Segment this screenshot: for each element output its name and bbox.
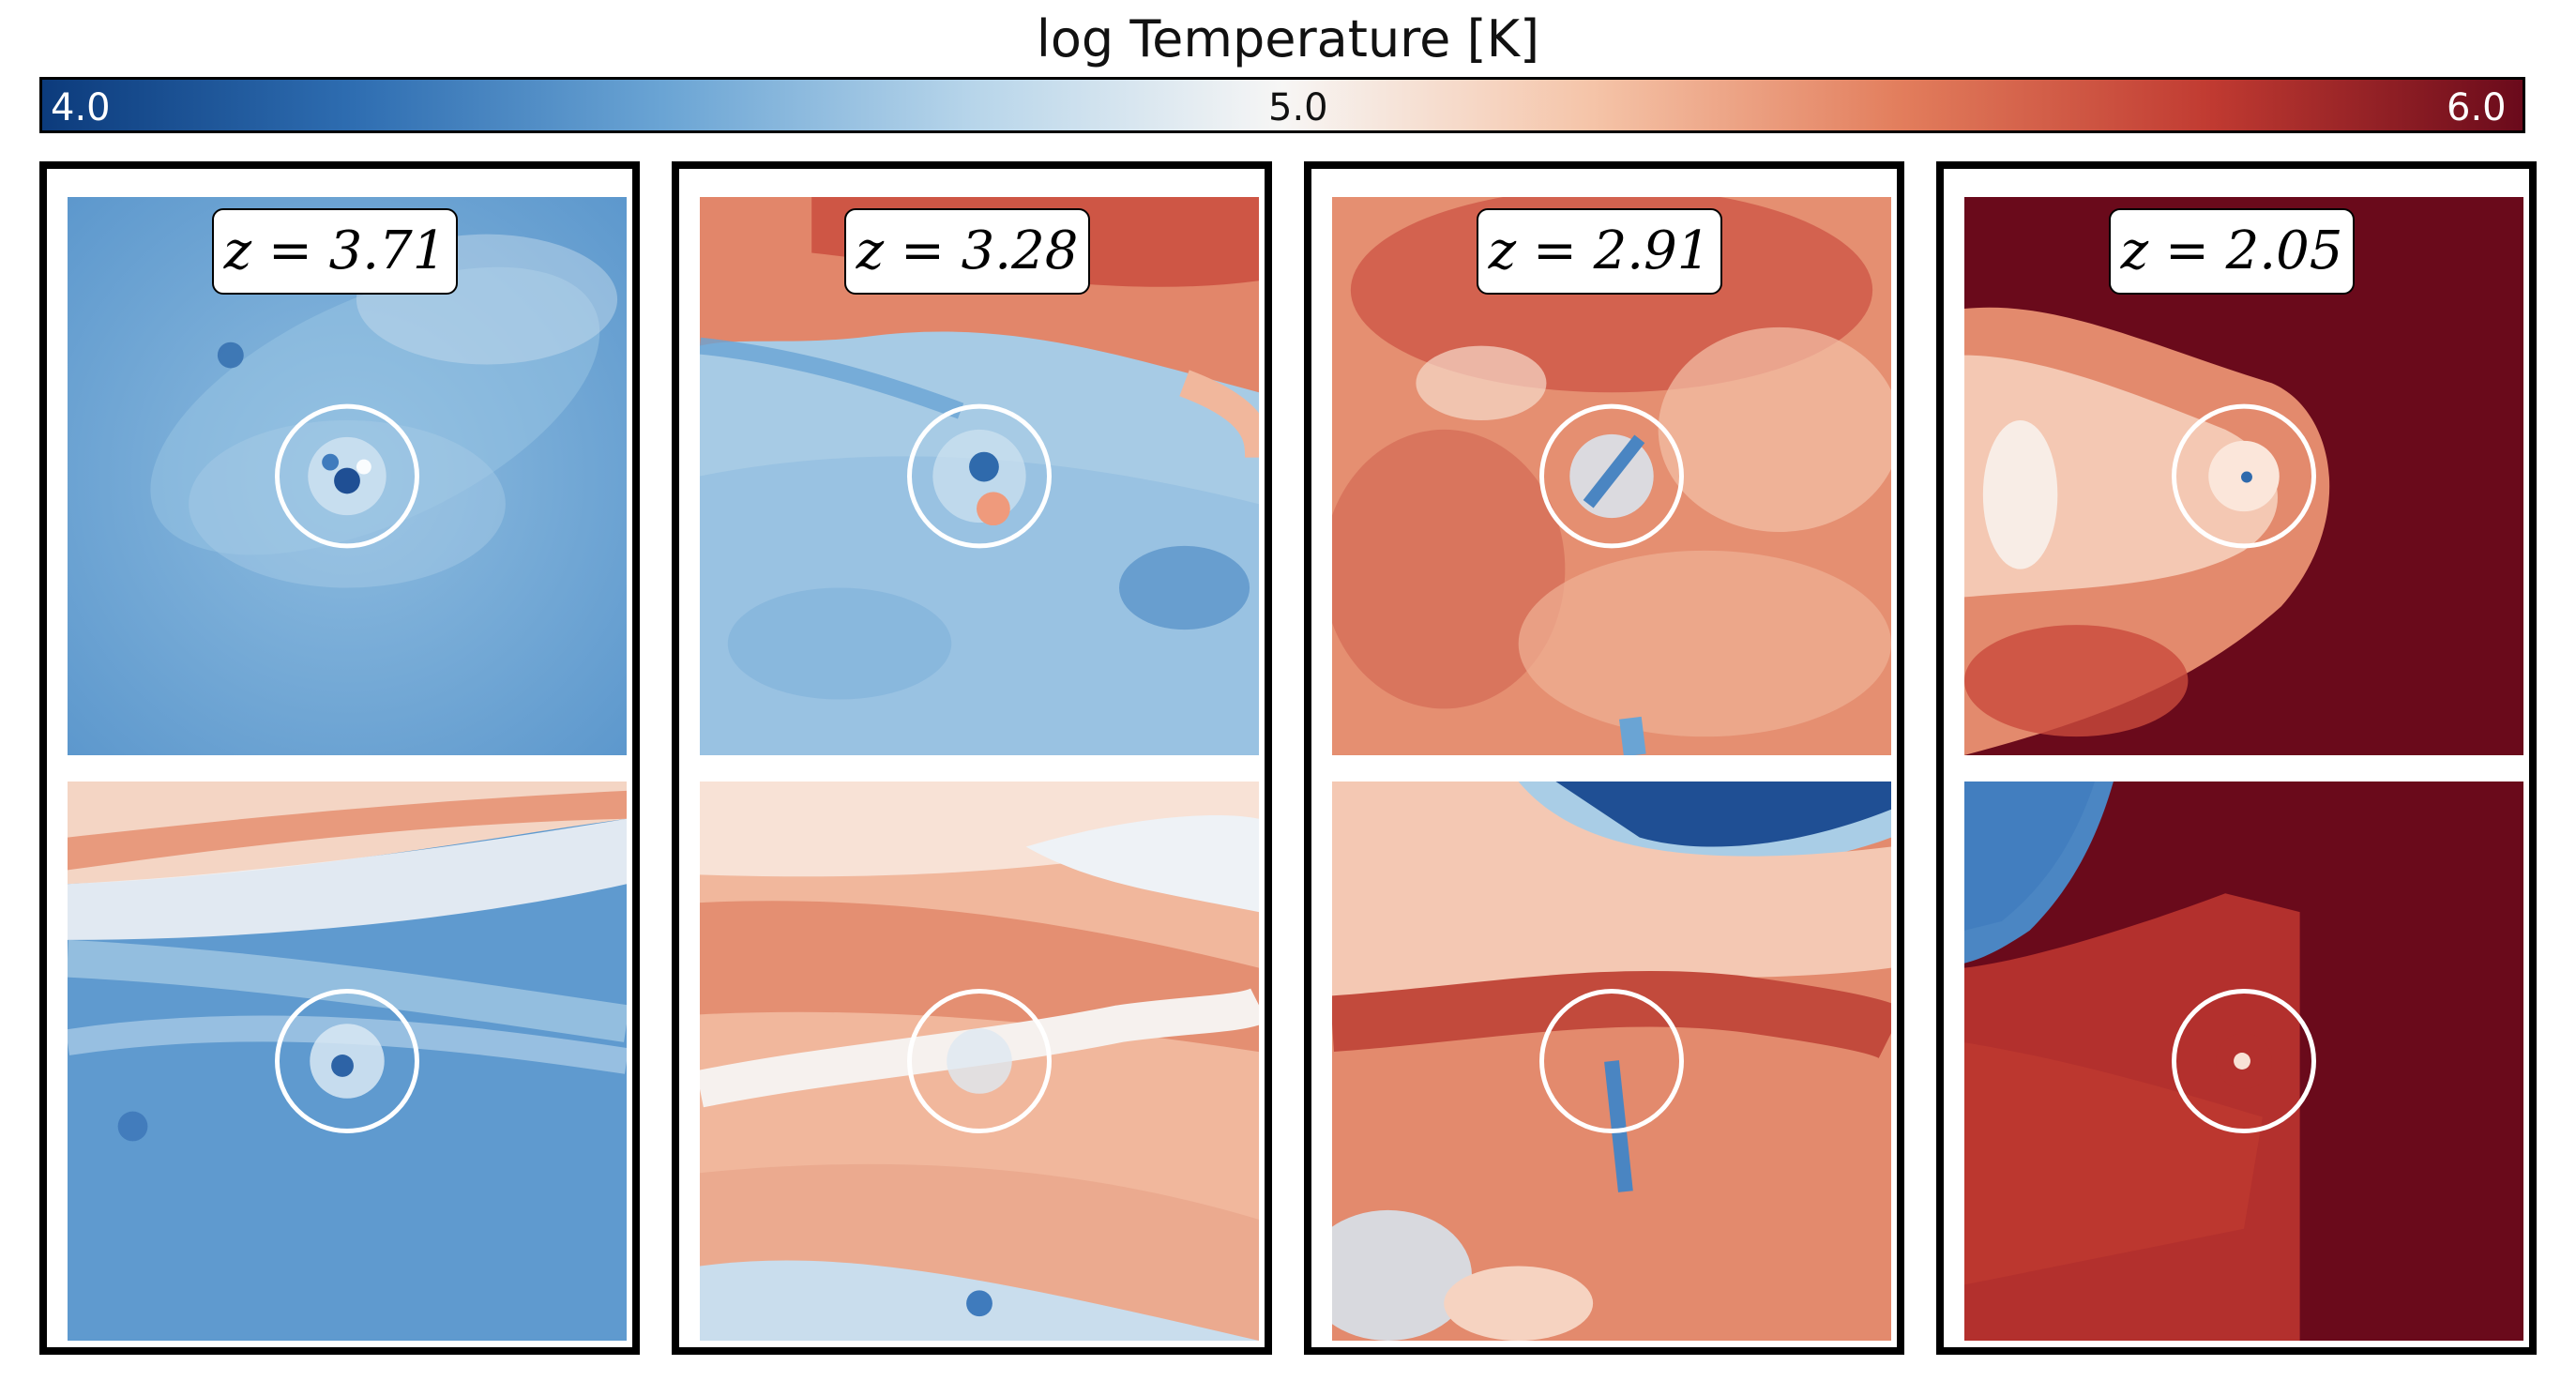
panel-z-2-91: z = 2.91 (1304, 161, 1904, 1355)
colorbar-tick-max: 6.0 (2447, 86, 2507, 129)
redshift-label: z = 3.28 (844, 208, 1090, 295)
colorbar-tick-min: 4.0 (51, 86, 111, 129)
redshift-label: z = 3.71 (212, 208, 458, 295)
colorbar-tick-mid: 5.0 (1268, 86, 1328, 129)
temperature-map-bottom (68, 782, 627, 1341)
colorbar-title: log Temperature [K] (1036, 9, 1540, 68)
panel-z-3-71: z = 3.71 (39, 161, 640, 1355)
panel-z-3-28: z = 3.28 (672, 161, 1272, 1355)
temperature-map-bottom (1964, 782, 2523, 1341)
redshift-label: z = 2.05 (2109, 208, 2355, 295)
temperature-map-bottom (700, 782, 1259, 1341)
panel-z-2-05: z = 2.05 (1936, 161, 2537, 1355)
colorbar (39, 77, 2525, 133)
redshift-label: z = 2.91 (1477, 208, 1722, 295)
temperature-map-bottom (1332, 782, 1891, 1341)
